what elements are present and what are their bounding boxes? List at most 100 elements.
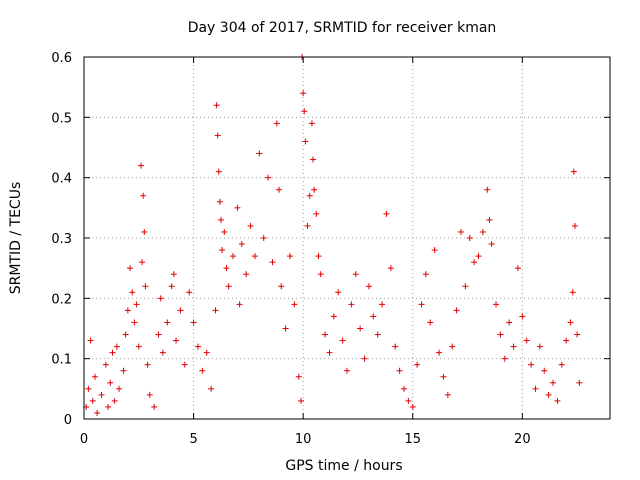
data-point [295,373,302,380]
data-point [308,120,315,127]
data-point [444,391,451,398]
data-point [234,204,241,211]
data-point [190,319,197,326]
data-point [558,361,565,368]
data-point [230,253,237,260]
x-tick-label: 20 [514,432,531,447]
data-point [186,289,193,296]
data-point [127,265,134,272]
data-point [105,403,112,410]
y-axis-label: SRMTID / TECUs [8,182,24,295]
data-point [374,331,381,338]
data-point [120,367,127,374]
data-point [238,241,245,248]
data-point [563,337,570,344]
data-point [247,222,254,229]
x-tick-label: 15 [404,432,421,447]
data-point [300,90,307,97]
data-point [208,385,215,392]
y-tick-label: 0.5 [51,111,72,126]
data-point [571,222,578,229]
data-point [85,385,92,392]
data-point [310,156,317,163]
data-point [137,162,144,169]
data-point [215,168,222,175]
data-point [276,186,283,193]
data-point [129,289,136,296]
data-point [142,283,149,290]
data-point [225,283,232,290]
data-point [236,301,243,308]
data-point [352,271,359,278]
data-point [348,301,355,308]
x-tick-label: 5 [189,432,197,447]
data-point [514,265,521,272]
data-points [83,54,583,416]
y-tick-label: 0.3 [51,232,72,247]
data-point [91,373,98,380]
data-point [216,198,223,205]
data-point [194,343,201,350]
data-point [315,253,322,260]
y-tick-label: 0.1 [51,353,72,368]
data-point [217,216,224,223]
data-point [313,210,320,217]
data-point [151,403,158,410]
data-point [493,301,500,308]
y-tick-label: 0.2 [51,292,72,307]
data-point [326,349,333,356]
data-point [387,265,394,272]
data-point [427,319,434,326]
data-point [392,343,399,350]
data-point [133,301,140,308]
data-point [567,319,574,326]
data-point [124,307,131,314]
data-point [181,361,188,368]
data-point [396,367,403,374]
data-point [168,283,175,290]
data-point [335,289,342,296]
data-point [122,331,129,338]
data-point [177,307,184,314]
data-point [322,331,329,338]
data-point [159,349,166,356]
data-point [291,301,298,308]
data-point [221,228,228,235]
data-point [141,228,148,235]
data-point [173,337,180,344]
data-point [111,397,118,404]
data-point [155,331,162,338]
data-point [212,307,219,314]
data-point [170,271,177,278]
data-point [409,403,416,410]
data-point [457,228,464,235]
data-point [311,186,318,193]
data-point [488,241,495,248]
data-point [576,379,583,386]
data-point [139,259,146,266]
data-point [164,319,171,326]
data-point [361,355,368,362]
data-point [306,192,313,199]
chart-title: Day 304 of 2017, SRMTID for receiver kma… [188,20,497,36]
data-point [107,379,114,386]
data-point [484,186,491,193]
data-point [243,271,250,278]
data-point [344,367,350,374]
data-point [265,174,272,181]
data-point [131,319,138,326]
data-point [523,337,530,344]
data-point [94,409,101,416]
data-point [431,247,438,254]
data-point [422,271,429,278]
data-point [144,361,151,368]
data-point [203,349,210,356]
data-point [479,228,486,235]
x-axis-label: GPS time / hours [285,458,402,474]
grid [84,57,610,419]
data-point [146,391,153,398]
data-point [278,283,285,290]
data-point [287,253,294,260]
data-point [302,138,309,145]
